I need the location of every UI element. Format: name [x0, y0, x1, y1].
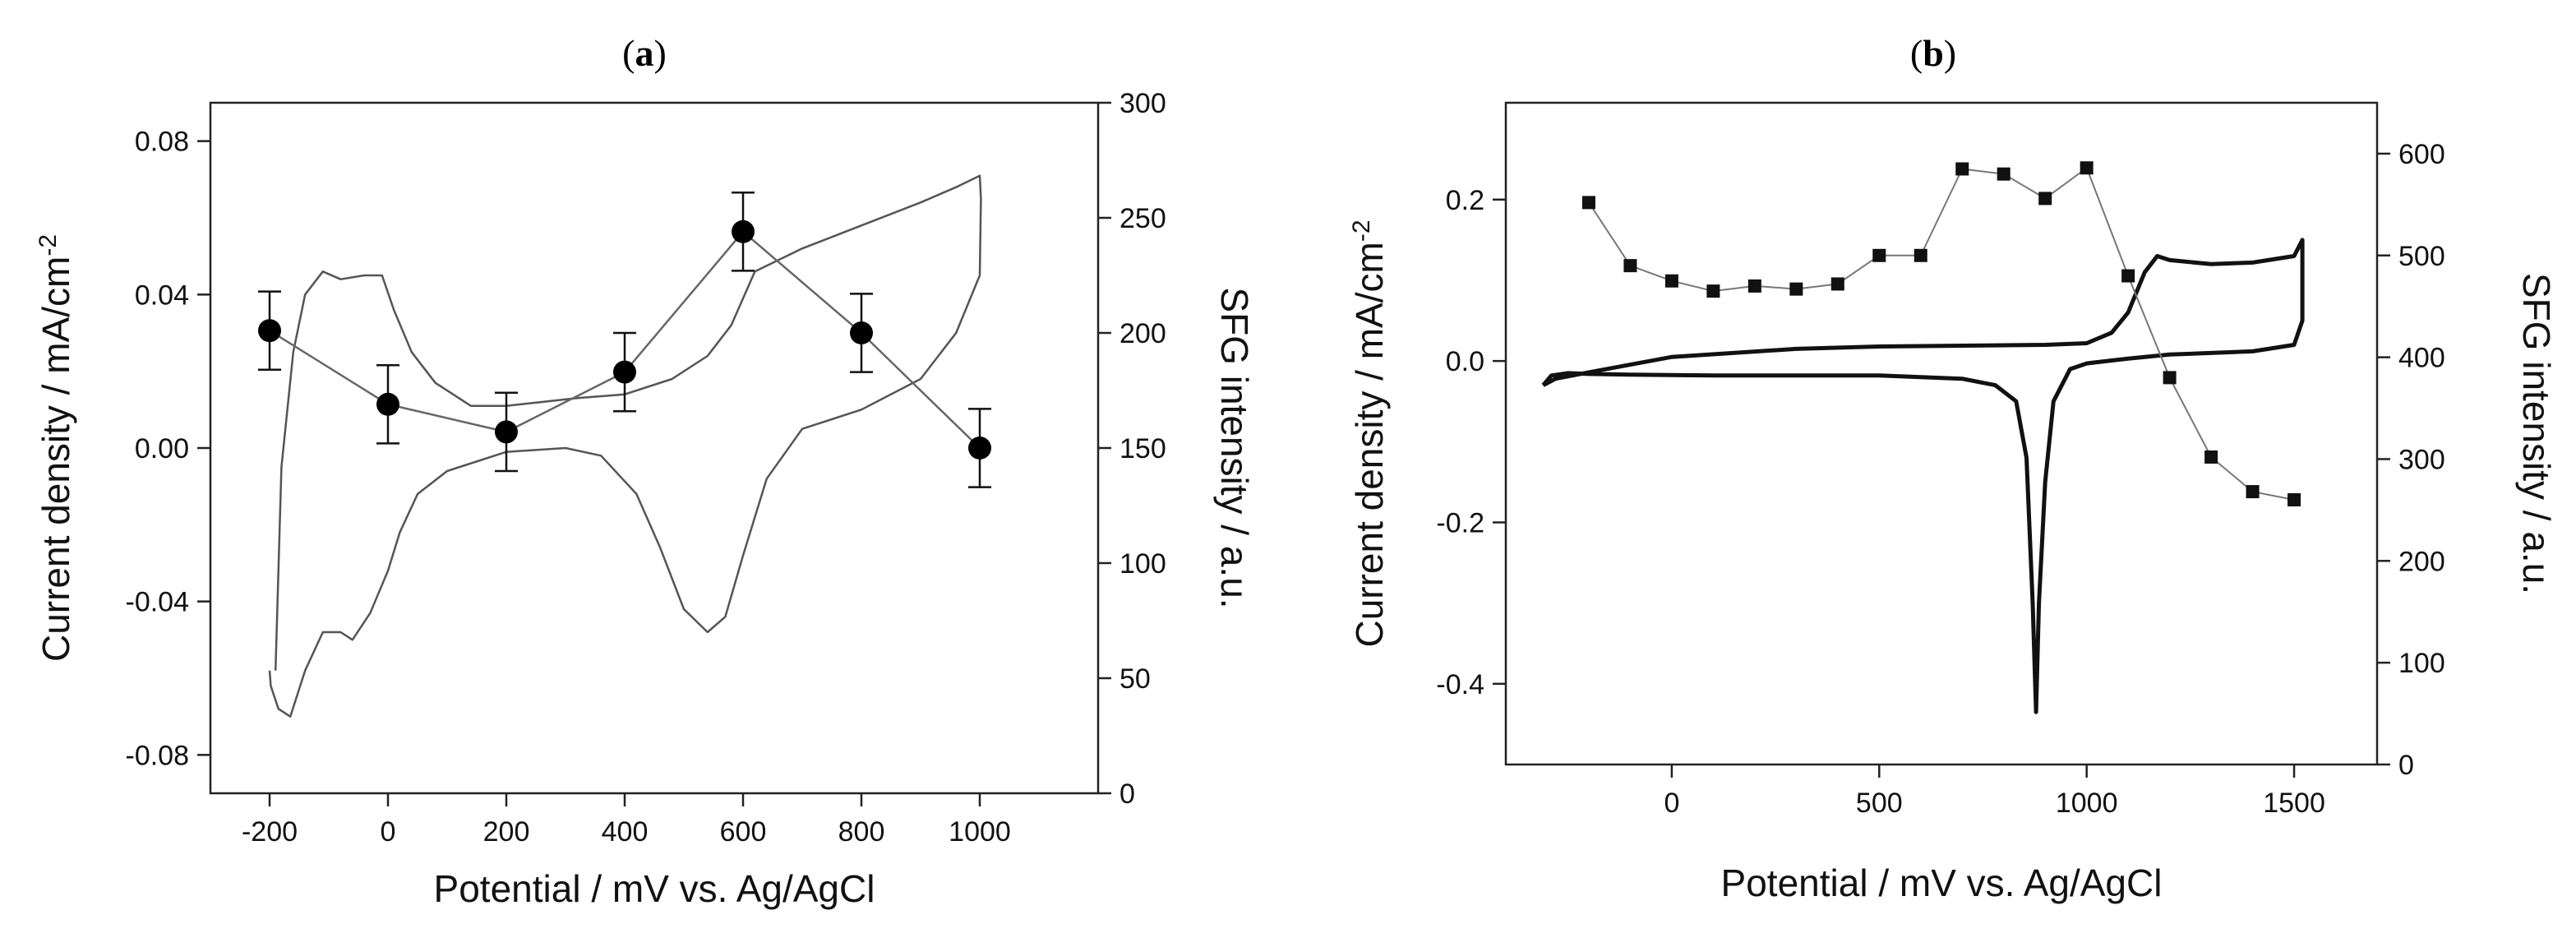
chart-a-y2-tick-label: 200 [1119, 318, 1166, 349]
chart-a-plot-frame [209, 101, 1100, 795]
chart-a-x-tick-label: 400 [602, 816, 649, 848]
chart-a-series-sfg [258, 191, 991, 488]
chart-b-series-sfg-point [1664, 274, 1678, 288]
chart-b-series-sfg-point [1955, 162, 1969, 176]
chart-b-y-tick-label: -0.4 [1436, 669, 1484, 700]
chart-b-series-cv [1541, 238, 2305, 714]
panel-a-title: (a) [622, 32, 667, 74]
chart-b-series-sfg-point [1747, 279, 1761, 293]
chart-b-x-tick-label: 500 [1856, 788, 1903, 819]
chart-a-series-sfg-point [850, 321, 873, 344]
chart-b-series-sfg-point [1997, 167, 2010, 181]
chart-a-y-tick-label: 0.04 [135, 279, 189, 311]
chart-a-x-tick-label: 800 [838, 816, 885, 848]
chart-a-y-tick-label: -0.08 [126, 740, 190, 771]
panel-b-title: (b) [1910, 32, 1956, 74]
chart-b-series-sfg-point [1872, 248, 1886, 262]
chart-b-series-sfg-point [2121, 269, 2135, 283]
chart-a-y2-tick-label: 0 [1119, 778, 1135, 810]
chart-b-y2-tick-label: 200 [2398, 546, 2445, 577]
chart-a-series-sfg-point [495, 420, 518, 444]
chart-b-y-tick-label: 0.2 [1446, 185, 1484, 216]
chart-a-series-sfg-point [258, 319, 281, 343]
chart-b-y2-tick-label: 600 [2398, 139, 2445, 170]
chart-b-series-sfg [1581, 161, 2301, 506]
chart-b-series-sfg-point [2204, 450, 2218, 464]
chart-a-series-cv [268, 174, 982, 718]
chart-b-x-tick-label: 1500 [2263, 788, 2325, 819]
chart-a-series-sfg-point [732, 219, 755, 243]
chart-a-y-tick-label: 0.00 [135, 433, 189, 464]
chart-b-x-tick-label: 0 [1664, 788, 1679, 819]
chart-a-y2-axis-label: SFG intensity / a.u. [1213, 287, 1256, 608]
chart-b-series-sfg-point [2287, 493, 2301, 506]
chart-a-x-tick-label: 600 [720, 816, 767, 848]
chart-b-series-sfg-point [2038, 192, 2052, 206]
chart-b-x-tick-label: 1000 [2056, 788, 2118, 819]
chart-b-series-sfg-point [1830, 277, 1844, 291]
chart-a-series-sfg-point [968, 437, 991, 460]
chart-b-y-tick-label: -0.2 [1436, 507, 1484, 538]
chart-b-series-sfg-point [1789, 282, 1803, 296]
chart-b-y-axis-label: Current density / mA/cm-2 [1348, 219, 1391, 647]
chart-a-y2-tick-label: 250 [1119, 203, 1166, 234]
chart-b-y2-axis-label: SFG intensity / a.u. [2515, 273, 2558, 594]
chart-b-y2-tick-label: 400 [2398, 343, 2445, 374]
chart-a-x-tick-label: 200 [483, 816, 530, 848]
chart-a-y-axis-label-main: Current density / mA/cm [35, 256, 77, 662]
chart-b-y-axis-label-sup: -2 [1348, 219, 1375, 242]
chart-a-y-axis-label-sup: -2 [35, 234, 62, 256]
chart-b-y2-tick-label: 0 [2398, 750, 2414, 781]
chart-a-series-sfg-point [376, 392, 399, 416]
chart-a-series-cv-line [268, 174, 982, 718]
chart-b-x-axis-label: Potential / mV vs. Ag/AgCl [1721, 862, 2163, 904]
chart-b-y2-tick-label: 300 [2398, 444, 2445, 475]
chart-a-series-sfg-point [613, 360, 636, 384]
chart-b-series-sfg-point [1623, 259, 1637, 273]
chart-b-series-sfg-point [1706, 284, 1720, 298]
chart-a-y2-tick-label: 150 [1119, 433, 1166, 464]
chart-b-series-sfg-connector [1588, 166, 2295, 501]
chart-a-x-tick-label: 0 [381, 816, 396, 848]
chart-a-x-tick-label: -200 [242, 816, 298, 848]
chart-b-y2-tick-label: 100 [2398, 648, 2445, 679]
chart-panel-a: -200 0 200 400 600 800 1000-0.08-0.040.000.040… [35, 88, 1256, 910]
chart-b-plot-frame [1504, 101, 2379, 766]
chart-a-y2-tick-label: 300 [1119, 88, 1166, 119]
chart-a-x-tick-label: 1000 [949, 816, 1011, 848]
chart-b-series-sfg-point [2080, 161, 2094, 175]
chart-b-series-sfg-point [1581, 196, 1595, 210]
chart-b-series-sfg-point [2246, 485, 2260, 499]
chart-b-y-tick-label: 0.0 [1446, 346, 1484, 377]
chart-a-y2-tick-label: 50 [1119, 663, 1151, 695]
chart-b-y-axis-label-main: Current density / mA/cm [1348, 242, 1391, 647]
chart-b-series-sfg-point [1914, 248, 1927, 262]
chart-a-y-tick-label: 0.08 [135, 127, 189, 158]
chart-b-series-cv-line [1541, 238, 2305, 714]
chart-a-y-tick-label: -0.04 [126, 587, 190, 618]
chart-a-y2-tick-label: 100 [1119, 548, 1166, 580]
chart-b-y2-tick-label: 500 [2398, 241, 2445, 272]
chart-a-y-axis-label: Current density / mA/cm-2 [35, 234, 77, 662]
chart-b-series-sfg-point [2163, 371, 2177, 385]
chart-a-x-axis-label: Potential / mV vs. Ag/AgCl [434, 867, 875, 910]
chart-panel-b: 0 500 1000 1500 -0.4 -0.2 0.0 0.2 0 100 200 300 400 5… [1348, 101, 2558, 904]
